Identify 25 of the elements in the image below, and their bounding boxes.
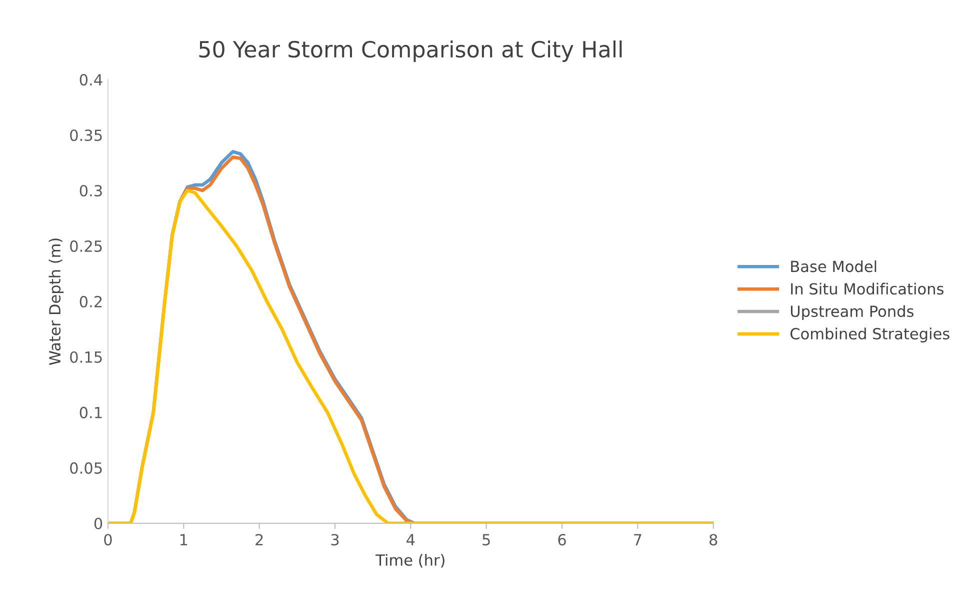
x-tick-label: 1 — [180, 534, 188, 546]
y-tick-label: 0.4 — [80, 74, 102, 86]
legend-label: Base Model — [791, 260, 876, 272]
legend-label: Upstream Ponds — [790, 305, 914, 320]
legend-label: Combined Strategies — [790, 328, 950, 342]
y-tick-label: 0.1 — [80, 406, 102, 418]
legend-label: In Situ Modifications — [791, 282, 944, 295]
y-tick-label: 0 — [94, 518, 102, 530]
x-tick-label: 5 — [482, 534, 490, 546]
y-tick-label: 0.05 — [70, 462, 102, 474]
x-tick-label: 6 — [558, 534, 566, 546]
y-tick-label: 0.35 — [70, 129, 102, 142]
x-tick-label: 3 — [331, 534, 339, 546]
y-tick-label: 0.2 — [80, 296, 102, 308]
x-tick-label: 0 — [104, 534, 112, 546]
y-tick-label: 0.15 — [70, 351, 102, 363]
chart-title: 50 Year Storm Comparison at City Hall — [199, 40, 622, 62]
x-tick-label: 2 — [256, 534, 263, 546]
x-tick-label: 8 — [710, 534, 718, 546]
x-axis-title: Time (hr) — [376, 554, 444, 568]
y-axis-title: Water Depth (m) — [48, 238, 64, 366]
x-tick-label: 4 — [406, 534, 415, 546]
y-tick-label: 0.25 — [70, 240, 102, 252]
x-tick-label: 7 — [634, 534, 642, 546]
y-tick-label: 0.3 — [80, 184, 102, 197]
